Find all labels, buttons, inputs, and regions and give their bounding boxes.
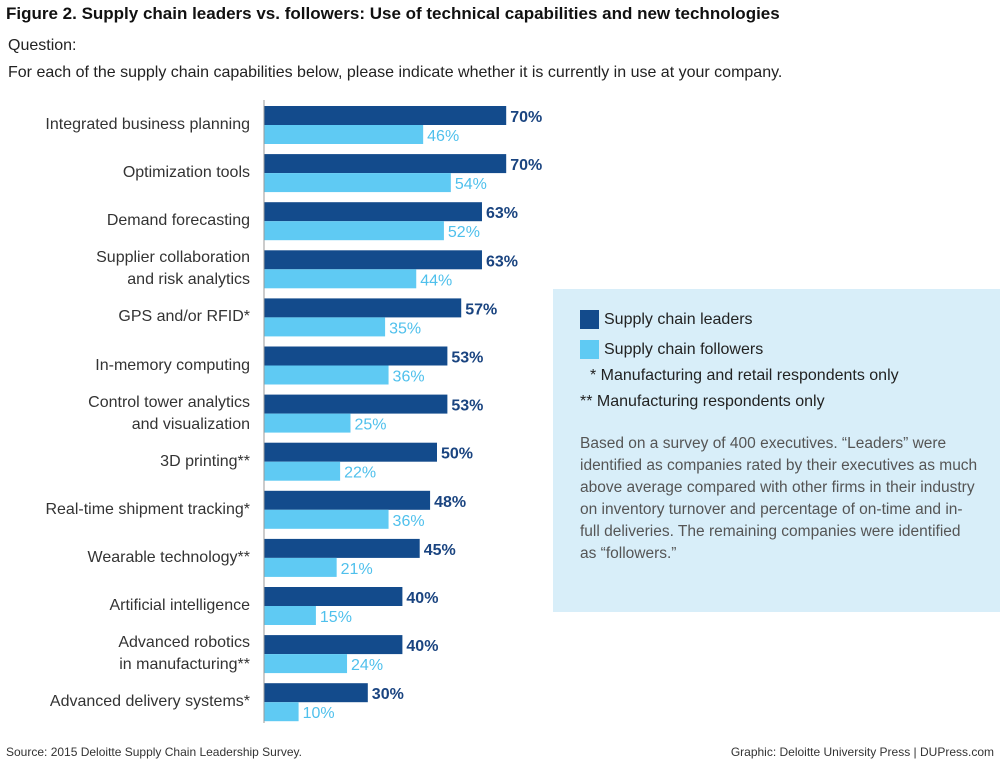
category-label-line: Integrated business planning [45, 116, 250, 133]
category-label: 3D printing** [160, 451, 250, 473]
followers-value-label: 35% [389, 320, 421, 337]
question-text: For each of the supply chain capabilitie… [8, 64, 783, 81]
leaders-value-label: 40% [406, 590, 438, 607]
category-label: Artificial intelligence [109, 595, 250, 617]
followers-value-label: 24% [351, 657, 383, 674]
category-label-line: and risk analytics [127, 271, 250, 289]
category-label: Real-time shipment tracking* [45, 499, 250, 521]
category-label-line: Real-time shipment tracking* [45, 500, 250, 518]
credit-note: Graphic: Deloitte University Press | DUP… [730, 745, 994, 759]
leaders-value-label: 53% [451, 398, 483, 415]
leaders-bar [264, 346, 448, 366]
category-label-line: 3D printing** [160, 452, 250, 470]
category-label: Control tower analytics and visualization [88, 392, 250, 436]
followers-value-label: 25% [355, 417, 387, 434]
category-label-line: Advanced delivery systems* [49, 693, 250, 711]
leaders-value-label: 48% [434, 494, 466, 511]
leaders-bar [264, 635, 403, 655]
category-label-line: Optimization tools [122, 164, 250, 182]
followers-bar [264, 557, 337, 577]
followers-value-label: 21% [341, 561, 373, 578]
figure-title: Figure 2. Supply chain leaders vs. follo… [6, 4, 780, 23]
leaders-bar [264, 538, 420, 558]
followers-value-label: 36% [393, 369, 425, 386]
leaders-value-label: 40% [406, 638, 438, 655]
leaders-bar [264, 250, 482, 270]
question-label: Question: [8, 37, 77, 54]
leaders-bar [264, 202, 482, 222]
legend-followers-label: Supply chain followers [604, 340, 764, 358]
followers-bar [264, 221, 444, 241]
followers-value-label: 10% [303, 705, 335, 722]
category-label-line: In-memory computing [95, 356, 250, 374]
leaders-value-label: 63% [486, 205, 518, 222]
leaders-bar [264, 442, 437, 462]
category-label-line: Wearable technology** [87, 548, 250, 566]
leaders-value-label: 57% [465, 301, 497, 318]
leaders-swatch [580, 310, 599, 329]
leaders-bar [264, 587, 403, 606]
leaders-value-label: 70% [510, 109, 542, 126]
followers-bar [264, 702, 299, 722]
leaders-value-label: 70% [510, 157, 542, 174]
category-label-line: GPS and/or RFID* [118, 308, 250, 326]
category-label: Advanced robotics in manufacturing** [118, 632, 250, 676]
followers-value-label: 52% [448, 224, 480, 241]
followers-bar [264, 654, 348, 674]
category-label: Advanced delivery systems* [50, 691, 250, 713]
followers-swatch [580, 340, 599, 359]
leaders-bar [264, 683, 368, 703]
leaders-bar [264, 490, 431, 510]
footnote-single-asterisk: * Manufacturing and retail respondents o… [590, 367, 899, 384]
followers-bar [264, 606, 316, 625]
category-label: GPS and/or RFID* [118, 306, 250, 328]
leaders-bar [264, 394, 448, 414]
legend-panel: Supply chain leaders Supply chain follow… [553, 289, 1000, 612]
leaders-bar [264, 154, 507, 174]
followers-bar [264, 317, 386, 337]
footnote-double-asterisk: ** Manufacturing respondents only [580, 393, 825, 410]
source-note: Source: 2015 Deloitte Supply Chain Leade… [6, 745, 302, 759]
category-label: Optimization tools [123, 162, 250, 184]
followers-value-label: 44% [420, 272, 452, 289]
followers-bar [264, 509, 389, 529]
category-label: In-memory computing [95, 355, 250, 377]
followers-value-label: 15% [320, 609, 352, 626]
leaders-bar [264, 298, 462, 318]
followers-value-label: 54% [455, 176, 487, 193]
followers-value-label: 22% [344, 465, 376, 482]
category-label-line: Control tower analytics [88, 393, 250, 411]
leaders-value-label: 30% [372, 686, 404, 703]
survey-note: Based on a survey of 400 executives. “Le… [580, 435, 978, 562]
followers-bar [264, 461, 341, 481]
followers-value-label: 36% [393, 513, 425, 530]
category-label-line: and visualization [131, 415, 250, 433]
category-label: Demand forecasting [107, 210, 250, 232]
category-label: Wearable technology** [88, 547, 250, 569]
followers-value-label: 46% [427, 128, 459, 145]
category-label: Integrated business planning [45, 114, 250, 136]
followers-bar [264, 269, 417, 289]
followers-bar [264, 413, 351, 433]
followers-bar [264, 173, 451, 193]
category-label-line: in manufacturing** [119, 656, 250, 674]
legend-item-followers: Supply chain followers [580, 340, 763, 359]
category-label-line: Artificial intelligence [109, 597, 250, 614]
followers-bar [264, 125, 424, 144]
legend-item-leaders: Supply chain leaders [580, 310, 753, 329]
legend-leaders-label: Supply chain leaders [604, 310, 753, 328]
category-label: Supplier collaboration and risk analytics [96, 247, 250, 291]
leaders-value-label: 45% [424, 542, 456, 559]
category-label-line: Advanced robotics [118, 634, 250, 652]
leaders-value-label: 63% [486, 253, 518, 270]
leaders-value-label: 50% [441, 446, 473, 463]
category-label-line: Demand forecasting [106, 212, 250, 230]
leaders-value-label: 53% [451, 350, 483, 367]
leaders-bar [264, 106, 507, 125]
followers-bar [264, 365, 389, 385]
category-label-line: Supplier collaboration [96, 249, 250, 267]
